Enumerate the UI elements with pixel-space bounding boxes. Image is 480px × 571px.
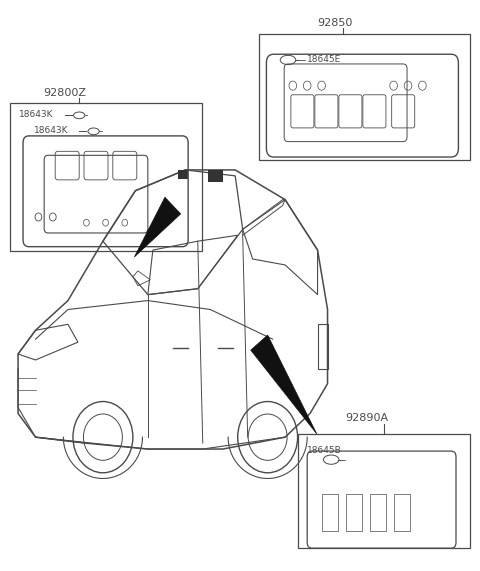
Text: 92800Z: 92800Z <box>43 88 86 98</box>
Text: 92890A: 92890A <box>346 413 389 424</box>
Text: 18645E: 18645E <box>307 55 341 64</box>
Bar <box>259 34 470 160</box>
Text: 92850: 92850 <box>317 18 352 28</box>
Text: 18643K: 18643K <box>19 110 54 119</box>
Text: 18643K: 18643K <box>34 126 68 135</box>
Bar <box>346 494 362 531</box>
Bar <box>10 103 202 251</box>
Bar <box>370 494 386 531</box>
Bar <box>394 494 410 531</box>
Polygon shape <box>134 197 180 257</box>
Bar <box>322 494 338 531</box>
Polygon shape <box>208 170 223 182</box>
Polygon shape <box>251 335 317 434</box>
Text: 18645B: 18645B <box>307 447 342 456</box>
Bar <box>298 434 470 548</box>
Polygon shape <box>178 170 188 179</box>
